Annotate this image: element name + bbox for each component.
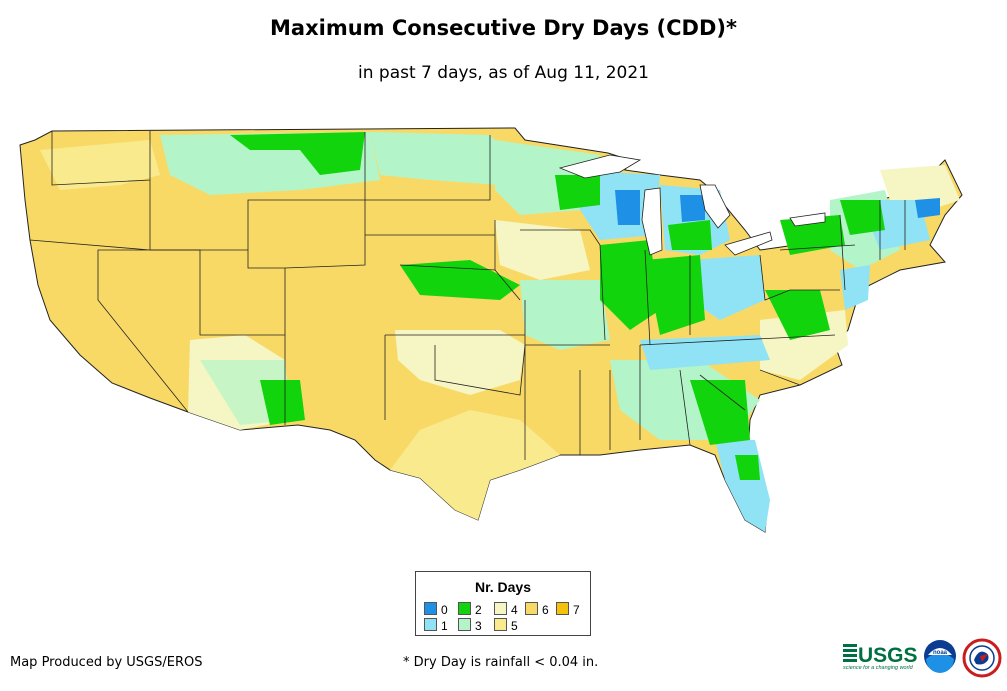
legend-label-5: 5 bbox=[511, 619, 518, 633]
legend-item-7: 7 bbox=[556, 602, 580, 617]
legend-swatch-4 bbox=[494, 602, 507, 615]
region-0-mi bbox=[680, 195, 705, 222]
noaa-logo: noaa bbox=[924, 640, 956, 673]
region-blue-tn bbox=[640, 335, 770, 370]
map-producer-credit: Map Produced by USGS/EROS bbox=[10, 655, 203, 670]
region-pale-plains bbox=[395, 330, 525, 395]
region-green-montana bbox=[230, 132, 365, 175]
region-pale-nw bbox=[40, 140, 160, 190]
legend-swatch-6 bbox=[525, 602, 538, 615]
region-green-ne bbox=[840, 200, 885, 235]
legend-swatch-2 bbox=[458, 602, 471, 615]
legend-swatch-3 bbox=[458, 618, 471, 631]
usgs-logo: USGS science for a changing world bbox=[843, 644, 918, 671]
region-blue-florida bbox=[715, 440, 770, 532]
legend-label-2: 2 bbox=[475, 603, 482, 617]
region-green-fl bbox=[735, 455, 760, 480]
region-green-va bbox=[765, 290, 830, 340]
legend-item-1: 1 bbox=[424, 618, 448, 633]
usgs-tagline: science for a changing world bbox=[843, 665, 914, 671]
legend-item-6: 6 bbox=[525, 602, 549, 617]
legend-label-4: 4 bbox=[511, 603, 518, 617]
legend-swatch-0 bbox=[424, 602, 437, 615]
lake-superior bbox=[558, 154, 642, 179]
usgs-wave-icon bbox=[843, 644, 857, 662]
legend-swatch-5 bbox=[494, 618, 507, 631]
noaa-bird-icon bbox=[928, 648, 952, 655]
legend-item-2: 2 bbox=[458, 602, 482, 617]
us-cdd-map bbox=[19, 127, 963, 533]
legend-label-3: 3 bbox=[475, 619, 482, 633]
region-blue-ohio bbox=[690, 255, 765, 320]
lake-michigan bbox=[641, 187, 663, 256]
legend: Nr. Days 0 1 2 3 4 5 6 7 bbox=[415, 571, 591, 636]
dry-day-regions bbox=[40, 132, 960, 532]
state-boundaries bbox=[29, 131, 906, 460]
legend-label-0: 0 bbox=[441, 603, 448, 617]
nws-logo bbox=[962, 638, 1002, 678]
region-blue-nj bbox=[840, 265, 870, 310]
legend-item-0: 0 bbox=[424, 602, 448, 617]
usgs-logo-text: USGS bbox=[858, 644, 918, 667]
legend-item-3: 3 bbox=[458, 618, 482, 633]
dry-day-footnote: * Dry Day is rainfall < 0.04 in. bbox=[403, 655, 599, 670]
legend-swatch-1 bbox=[424, 618, 437, 631]
lake-huron bbox=[699, 184, 731, 229]
map-subtitle: in past 7 days, as of Aug 11, 2021 bbox=[358, 63, 649, 83]
region-green-nm bbox=[260, 380, 305, 425]
region-mint-nd bbox=[370, 132, 515, 185]
region-pale-midwest bbox=[495, 220, 590, 280]
lake-ontario bbox=[789, 212, 826, 227]
legend-label-7: 7 bbox=[573, 603, 580, 617]
noaa-wave-icon bbox=[926, 653, 954, 673]
legend-swatch-7 bbox=[556, 602, 569, 615]
region-0-ne bbox=[915, 198, 940, 218]
region-0-wi bbox=[615, 190, 640, 225]
nws-storm-icon bbox=[980, 654, 988, 662]
great-lakes bbox=[558, 154, 826, 256]
region-green-mi bbox=[668, 220, 712, 250]
map-title: Maximum Consecutive Dry Days (CDD)* bbox=[270, 16, 737, 40]
legend-title: Nr. Days bbox=[474, 579, 532, 595]
lake-erie bbox=[724, 231, 773, 256]
legend-label-6: 6 bbox=[542, 603, 549, 617]
region-green-illinois bbox=[600, 240, 660, 330]
region-green-mn bbox=[555, 175, 600, 210]
region-mint-plains bbox=[520, 280, 610, 350]
legend-item-5: 5 bbox=[494, 618, 518, 633]
legend-label-1: 1 bbox=[441, 619, 448, 633]
noaa-logo-text: noaa bbox=[933, 650, 948, 656]
region-green-ga bbox=[690, 380, 750, 445]
legend-item-4: 4 bbox=[494, 602, 518, 617]
region-pale-south bbox=[390, 410, 560, 520]
